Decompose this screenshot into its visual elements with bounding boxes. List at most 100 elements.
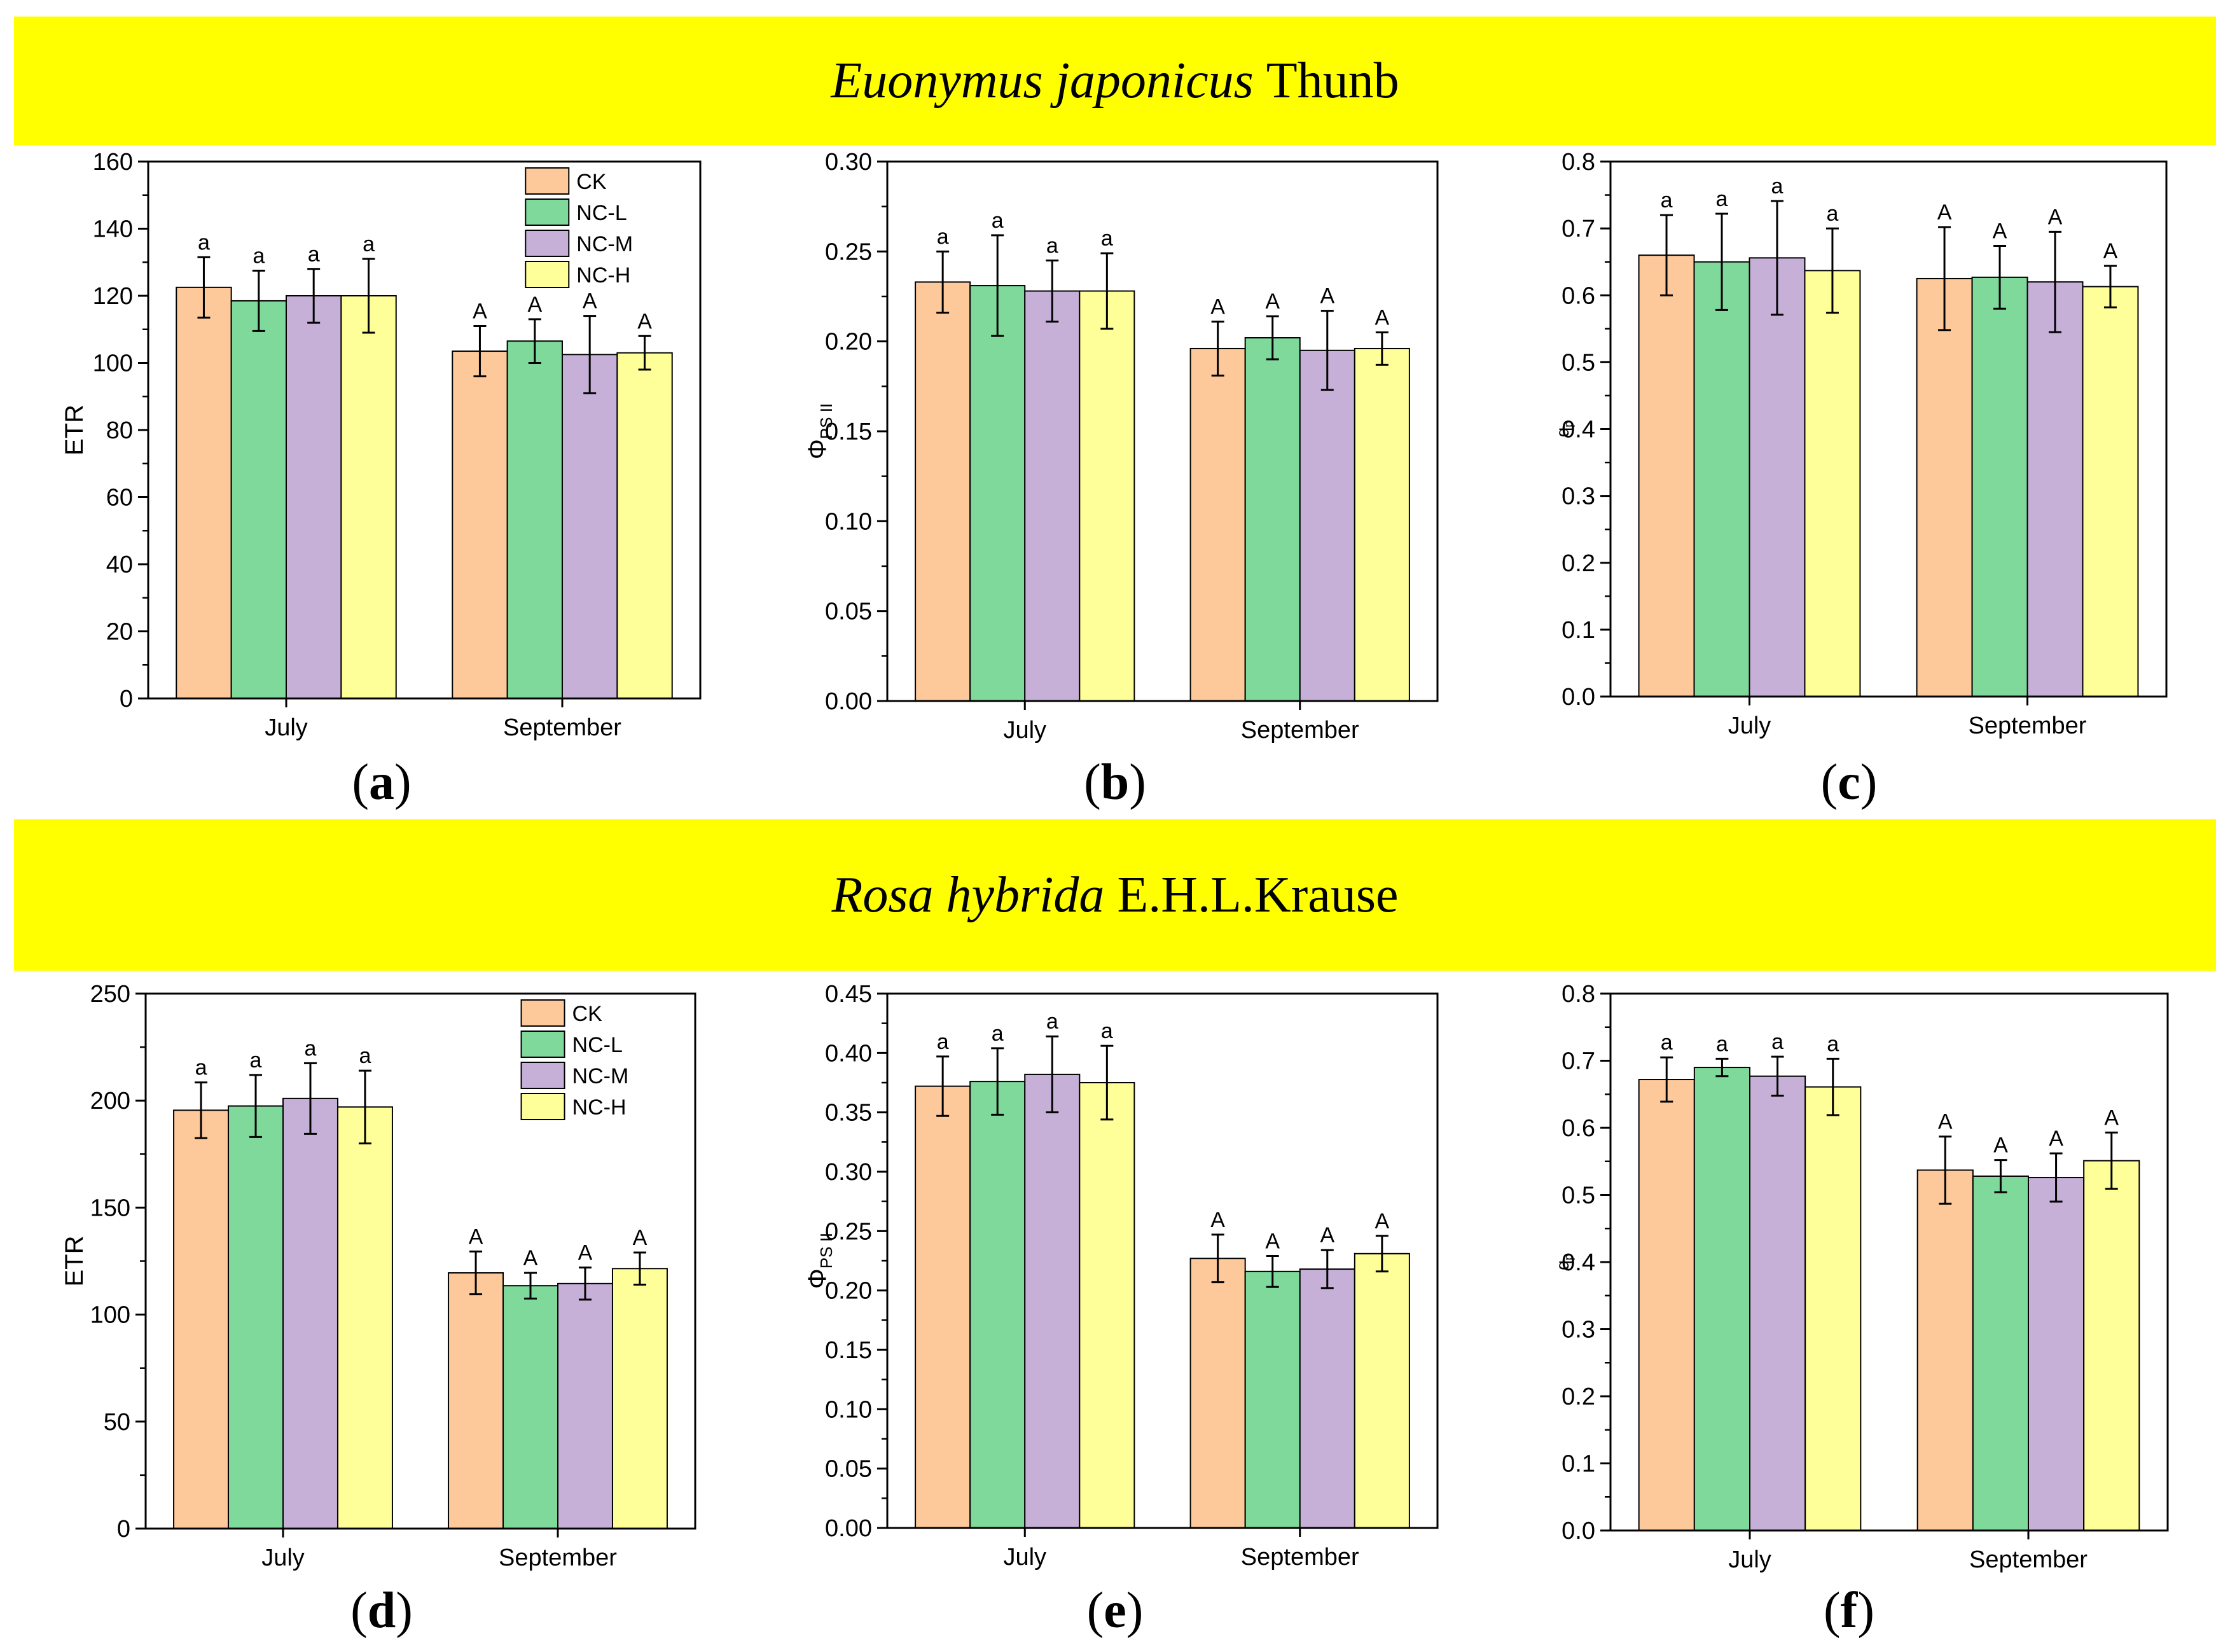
y-axis-subscript: p [1562, 1254, 1575, 1260]
y-tick-label: 0.4 [1562, 417, 1595, 443]
significance-letter: A [2048, 205, 2063, 229]
y-tick-label: 80 [106, 417, 133, 444]
bar [502, 1285, 558, 1529]
significance-letter: a [937, 225, 949, 249]
bar [173, 1109, 230, 1529]
significance-letter: A [2049, 1127, 2063, 1151]
bar [969, 285, 1026, 702]
species-author: Thunb [1266, 52, 1399, 109]
significance-letter: a [1661, 1031, 1673, 1055]
significance-letter: A [1937, 200, 1952, 225]
bar [448, 1272, 504, 1529]
significance-letter: a [253, 244, 265, 268]
bar [1299, 1268, 1355, 1529]
legend-label: NC-M [576, 232, 633, 256]
legend-swatch [520, 1093, 565, 1120]
y-tick-label: 0.05 [825, 1456, 872, 1483]
y-tick-label: 0.1 [1562, 1451, 1595, 1478]
significance-letter: a [198, 230, 210, 254]
bar [340, 295, 397, 699]
bar [286, 295, 342, 699]
y-tick-label: 0 [120, 686, 133, 712]
y-tick-label: 0.25 [825, 239, 872, 265]
y-axis-label: ETR [60, 1236, 88, 1287]
y-tick-label: 0.00 [825, 688, 872, 715]
species-name: Euonymus japonicus [831, 52, 1254, 109]
species-banner-top: Euonymus japonicus Thunb [14, 17, 2216, 145]
legend-swatch [520, 999, 565, 1027]
bar [336, 1106, 393, 1530]
legend-swatch [525, 230, 570, 257]
significance-letter: a [1716, 187, 1728, 211]
y-tick-label: 120 [93, 283, 133, 310]
significance-letter: a [1101, 1019, 1113, 1043]
bar [562, 354, 618, 699]
y-tick-label: 0.00 [825, 1515, 872, 1542]
y-axis-subscript: p [1562, 421, 1575, 427]
x-tick-label: July [1728, 1546, 1771, 1573]
y-tick-label: 0.6 [1562, 282, 1595, 309]
legend-label: NC-M [572, 1064, 629, 1088]
x-tick-label: July [1003, 717, 1046, 744]
y-tick-label: 0.8 [1562, 981, 1595, 1008]
y-tick-label: 0.0 [1562, 1518, 1595, 1544]
bar [1024, 1073, 1081, 1529]
legend-swatch [520, 1031, 565, 1058]
significance-letter: a [1716, 1032, 1728, 1056]
x-tick-label: September [1969, 712, 2087, 739]
chart-panel-d: a Aa Aa Aa A 0 50 100 150 200 250 July September ETR C… [60, 981, 696, 1571]
y-tick-label: 0.15 [825, 1337, 872, 1364]
y-tick-label: 100 [93, 351, 133, 377]
significance-letter: A [473, 299, 487, 323]
x-tick-label: September [503, 714, 621, 741]
y-tick-label: 0.35 [825, 1100, 872, 1127]
y-tick-label: 0.2 [1562, 550, 1595, 577]
significance-letter: a [363, 232, 375, 256]
bar [282, 1097, 338, 1529]
y-axis-symbol: q [1553, 427, 1572, 438]
species-banner-bottom: Rosa hybrida E.H.L.Krause [14, 819, 2216, 971]
legend-label: NC-L [572, 1033, 623, 1057]
significance-letter: a [1826, 202, 1838, 226]
bar [2026, 281, 2084, 698]
significance-letter: A [523, 1246, 538, 1270]
x-tick-label: July [261, 1544, 305, 1571]
panel-label-e: (e) [1086, 1583, 1144, 1639]
y-axis-symbol: Φ [803, 1268, 831, 1289]
y-tick-label: 0.7 [1562, 1048, 1595, 1075]
chart-panel-c: a Aa Aa Aa A 0.0 0.1 0.2 0.3 0.4 0.5 0.6 0.7 0.8 July S… [1553, 149, 2168, 739]
significance-letter: A [2103, 239, 2118, 263]
bar [2082, 286, 2139, 698]
significance-letter: A [637, 309, 652, 333]
significance-letter: A [1320, 284, 1334, 309]
significance-letter: a [1101, 226, 1113, 251]
bar [2028, 1177, 2085, 1531]
chart-panel-f: a Aa Aa Aa A 0.0 0.1 0.2 0.3 0.4 0.5 0.6 0.7 0.8 July S… [1553, 981, 2169, 1573]
significance-letter: A [1320, 1223, 1334, 1247]
significance-letter: a [195, 1056, 207, 1080]
x-tick-label: September [1241, 1544, 1359, 1571]
bar [1916, 1169, 1974, 1531]
bar [1079, 290, 1135, 702]
bar [1189, 347, 1246, 702]
y-tick-label: 0.3 [1562, 1317, 1595, 1343]
x-tick-label: July [1003, 1544, 1046, 1571]
significance-letter: A [578, 1241, 593, 1265]
significance-letter: A [583, 289, 597, 314]
panel-label-f: (f) [1824, 1583, 1874, 1639]
significance-letter: A [1938, 1110, 1953, 1134]
y-tick-label: 0.0 [1562, 684, 1595, 711]
y-tick-label: 200 [90, 1088, 130, 1114]
y-axis-symbol: q [1553, 1260, 1572, 1270]
bar [1916, 277, 1973, 697]
y-tick-label: 0.30 [825, 149, 872, 176]
y-tick-label: 0.4 [1562, 1249, 1595, 1276]
significance-letter: a [1661, 188, 1673, 212]
y-axis-label: qp [1553, 421, 1575, 438]
y-tick-label: 150 [90, 1195, 130, 1221]
significance-letter: a [308, 242, 320, 267]
bar [1638, 254, 1695, 698]
significance-letter: A [1375, 1209, 1390, 1233]
y-tick-label: 0.05 [825, 599, 872, 625]
y-tick-label: 0.20 [825, 329, 872, 356]
